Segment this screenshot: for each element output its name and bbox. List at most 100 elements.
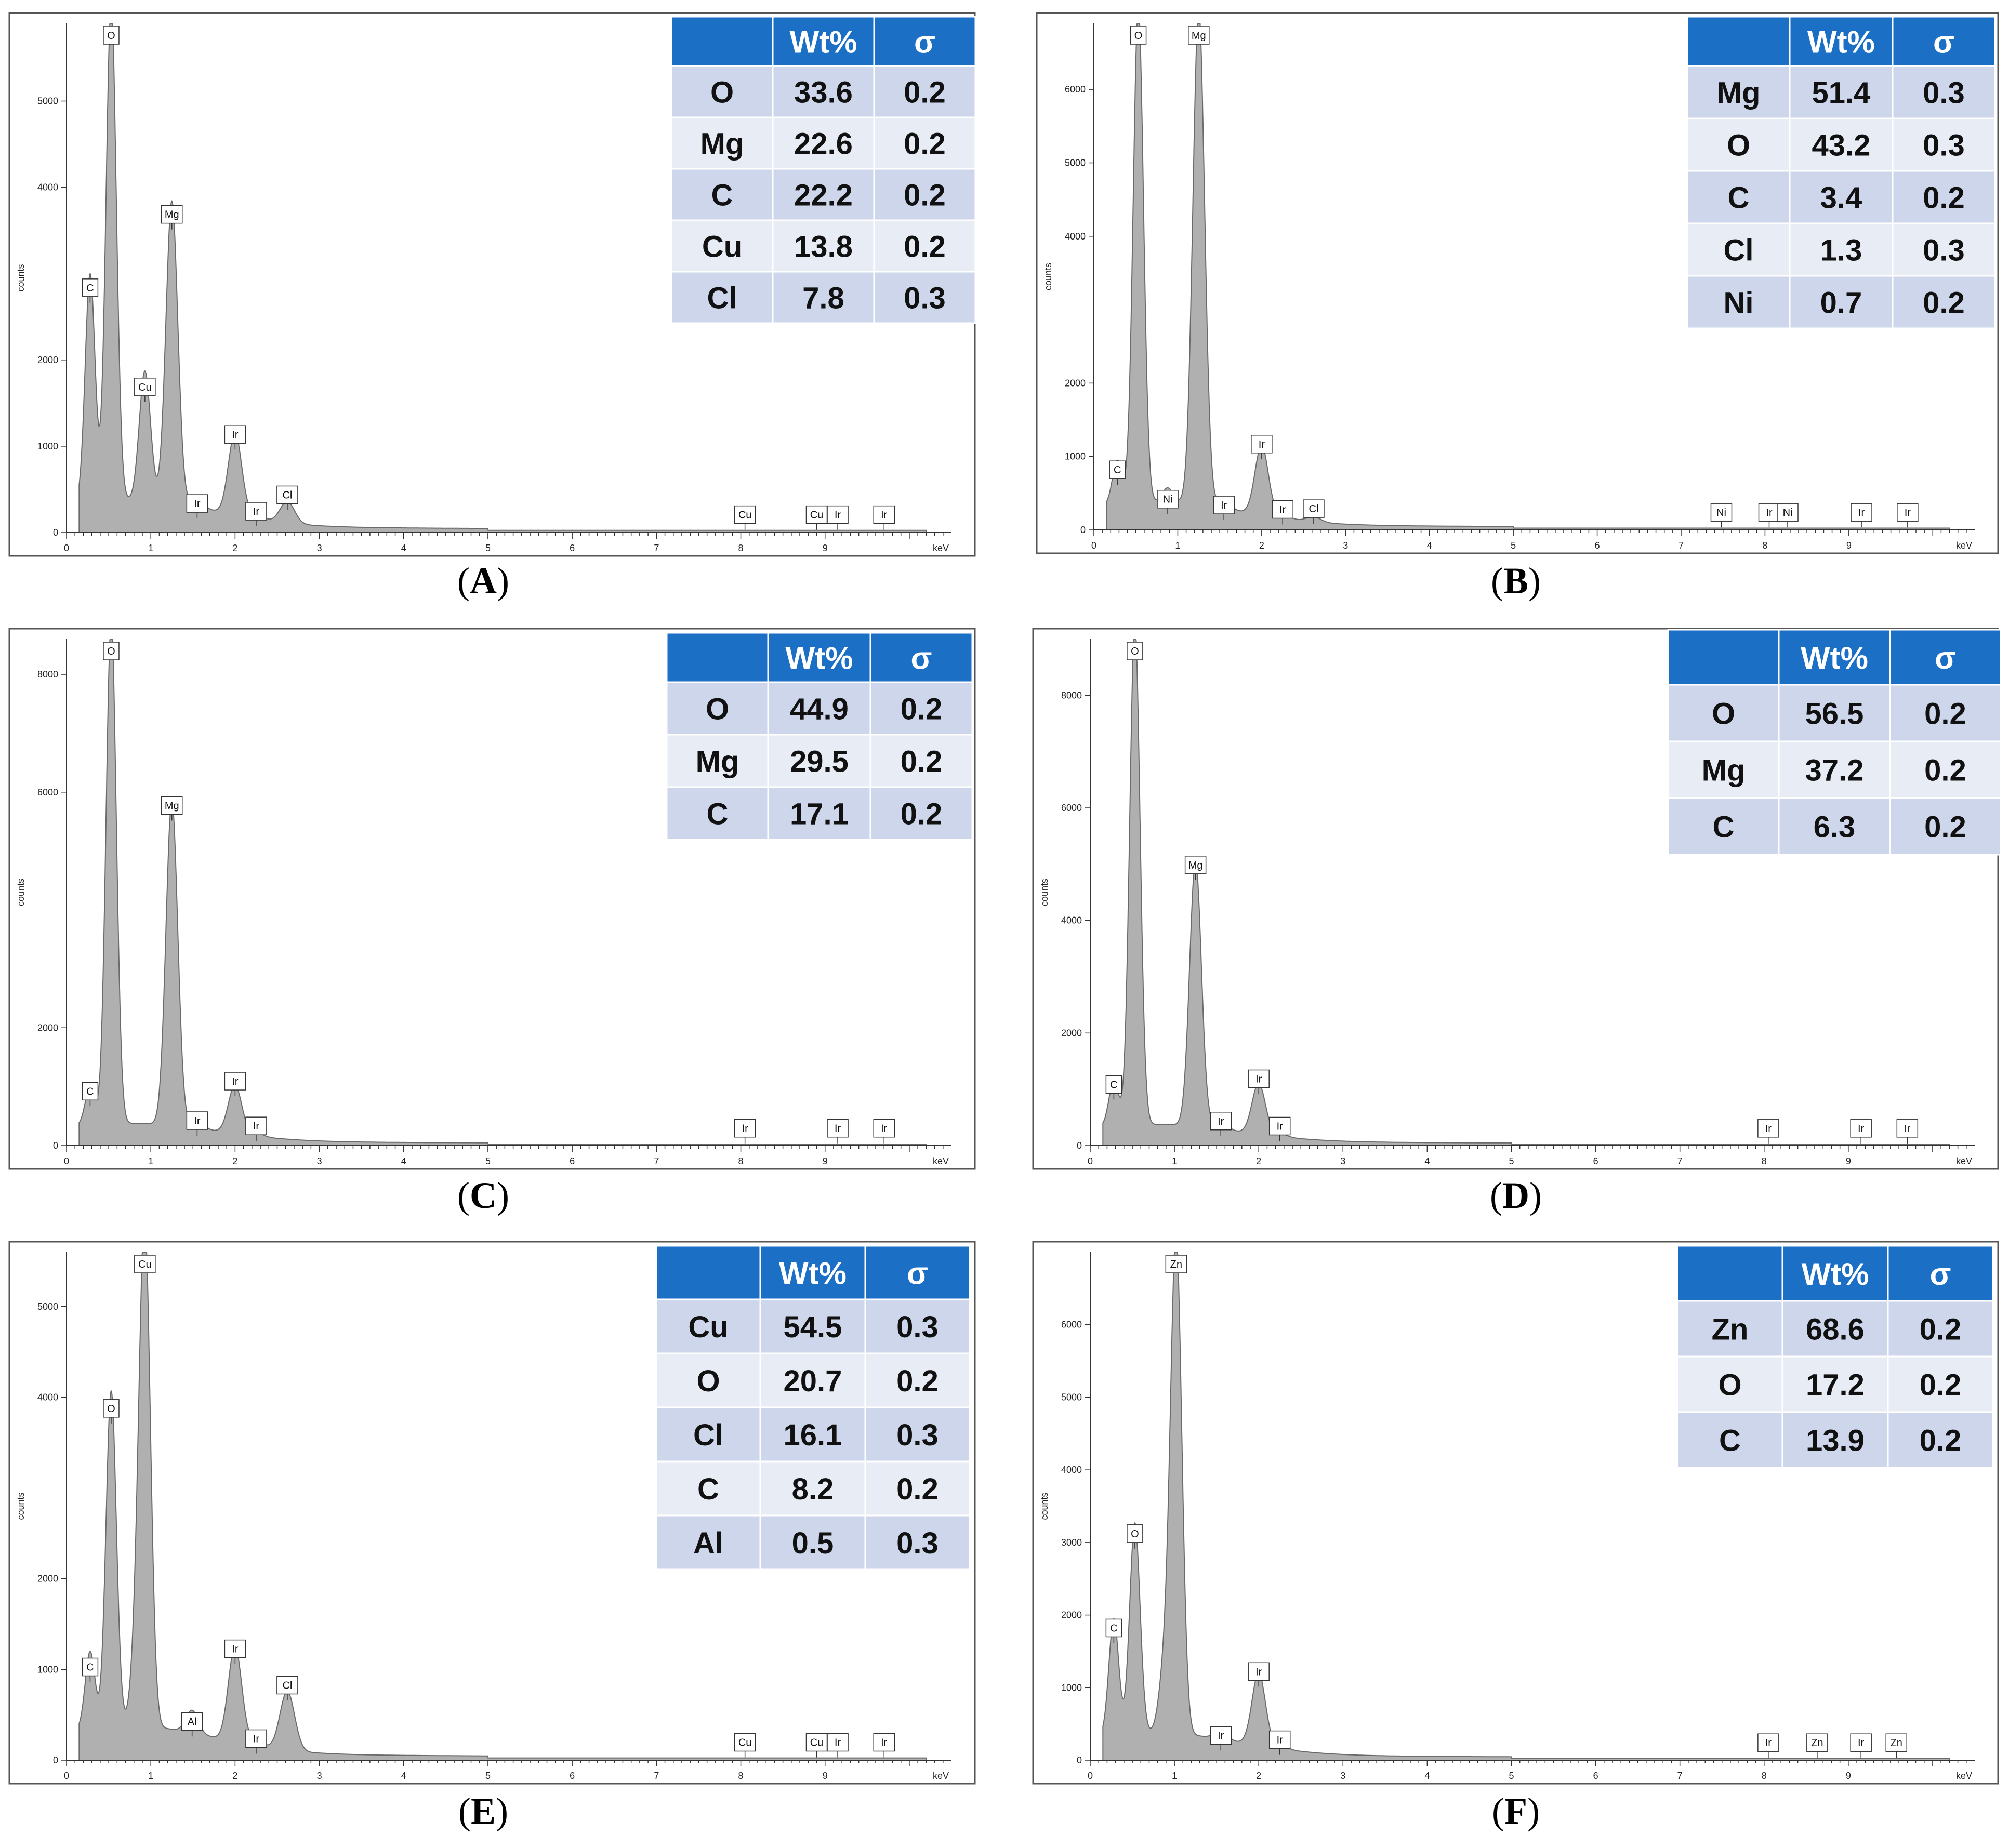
peak-label: O [1127,1524,1143,1549]
peak-label-text: Ir [1255,1666,1262,1678]
peak-label: Al [181,1712,203,1737]
y-tick-label: 5000 [37,1301,58,1312]
peak-label: O [1127,642,1143,660]
table-cell [1889,797,2002,856]
table-cell [767,786,871,841]
table-cell [670,168,774,221]
x-tick-label: 8 [1762,1156,1767,1166]
panel-caption: (C) [457,1175,509,1216]
peak-label: C [1105,1618,1122,1643]
table-cell-text: O [1727,129,1750,163]
table-cell-text: 0.2 [1923,286,1965,320]
table-cell-text: 0.3 [1923,129,1965,163]
y-tick-label: 6000 [1061,803,1082,813]
peak-label-text: Ir [1279,504,1286,516]
x-tick-label: 2 [232,543,237,553]
x-tick-label: 2 [232,1156,237,1166]
y-axis-label: counts [16,1492,26,1520]
peak-label-text: Ir [1904,1123,1911,1135]
peak-label-box [82,1082,99,1101]
peak-label-box [734,1733,756,1752]
peak-label: Ir [1210,1112,1232,1136]
table-cell-text: 16.1 [784,1418,842,1452]
caption-paren-open: ( [1492,1790,1504,1832]
peak-label: Mg [161,796,183,821]
x-tick-label: 9 [823,1771,828,1781]
caption-paren-close: ) [496,1790,508,1832]
peak-label: Ni [1777,503,1799,528]
caption-paren-close: ) [497,560,509,602]
panel-caption: (A) [457,560,509,602]
peak-label-box [805,505,828,524]
peak-label-text: Ir [1766,507,1773,518]
peak-label-text: O [1131,1528,1139,1540]
table-cell-text: C [711,179,733,212]
y-tick-label: 4000 [1065,231,1086,242]
peak-label-box [1210,1112,1232,1131]
peak-label-text: Ir [1255,1074,1262,1085]
peak-label-box [1896,1119,1919,1138]
peak-label-text: Ir [232,1644,239,1655]
peak-label: C [82,1082,99,1107]
peak-label: Cl [276,485,298,510]
x-tick-label: 3 [1340,1156,1345,1166]
panel-E: 0 1 2 3 4 5 6 7 8 9 keV 0 1000 2000 4000 5000 counts C O Cu… [8,1241,976,1832]
x-axis-label: keV [1956,1771,1972,1781]
table-cell-text: 0.2 [1920,1313,1962,1347]
peak-label-text: Ir [1277,1121,1284,1133]
x-tick-label: 1 [148,1771,153,1781]
peak-label-box [224,1072,246,1091]
table-cell-text: 43.2 [1812,129,1871,163]
peak-label-box [1806,1733,1828,1752]
composition-table: Wt% σ O 44.9 0.2 Mg 29.5 0.2 C 17.1 0.2 [666,632,973,841]
peak-label: Cu [134,378,156,402]
peak-label-box [734,505,756,524]
x-tick-label: 0 [64,543,69,553]
peak-label-text: Cu [138,382,152,393]
peak-label-box [1885,1733,1908,1752]
table-cell-text: 17.2 [1806,1368,1865,1402]
peak-label: Ir [1757,1119,1779,1144]
table-cell [1892,65,1996,119]
peak-label: Ir [1896,1119,1919,1144]
peak-label-box [161,796,183,815]
table-cell [873,168,976,221]
table-cell [873,219,976,273]
y-tick-label: 0 [1077,1755,1082,1765]
peak-label-text: Ir [1765,1737,1772,1749]
peak-label-box [134,1255,156,1273]
table-cell-text: 0.3 [1923,234,1965,268]
peak-label-text: Ir [232,429,239,441]
table-cell [1676,1300,1783,1358]
peak-label-box [1777,503,1799,522]
table-cell [1778,684,1891,742]
table-cell-text: Ni [1724,286,1754,320]
peak-label: Zn [1806,1733,1828,1758]
x-tick-label: 7 [654,543,659,553]
table-cell-text: 20.7 [784,1364,842,1398]
table-cell [869,786,973,841]
table-cell-text: 8.2 [792,1472,834,1506]
peak-label: Ir [1210,1726,1232,1751]
x-tick-label: 6 [570,1156,575,1166]
peak-label: Ir [1248,1069,1270,1094]
panel-caption: (D) [1490,1175,1542,1216]
x-tick-label: 1 [1175,540,1180,551]
table-cell-text: 0.3 [896,1418,939,1452]
table-cell [767,734,871,788]
y-tick-label: 2000 [1061,1610,1082,1620]
spectrum-series [78,1252,927,1761]
peak-label-text: C [1110,1079,1117,1091]
peak-label: Zn [1885,1733,1908,1758]
peak-label-text: Ir [1858,1737,1865,1749]
peak-label: Ir [1850,1733,1872,1758]
y-tick-label: 0 [53,527,58,538]
x-tick-label: 7 [1677,1156,1683,1166]
peak-label-text: Ir [742,1123,749,1135]
peak-label-text: Cu [138,1259,152,1270]
peak-label-text: O [1134,30,1143,42]
table-cell-text: 1.3 [1820,234,1862,268]
peak-label-text: Ni [1716,507,1726,518]
table-cell-text: 0.2 [901,797,943,831]
peak-label: Ir [1897,503,1919,528]
